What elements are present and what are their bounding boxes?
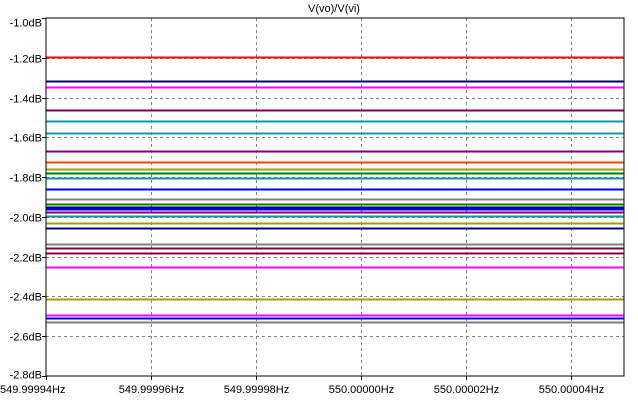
y-tick-label: -1.2dB [10, 54, 42, 66]
y-axis-labels: -1.0dB -1.2dB -1.4dB -1.6dB -1.8dB -2.0dB -2.2… [10, 18, 42, 382]
y-tick-label: -1.8dB [10, 173, 42, 185]
x-axis-labels: 549.99994Hz 549.99996Hz 549.99998Hz 550.000… [0, 384, 604, 396]
x-tick-label: 549.99996Hz [119, 384, 184, 396]
y-tick-label: -1.6dB [10, 133, 42, 145]
x-tick-label: 550.00002Hz [434, 384, 499, 396]
y-tick-label: -2.6dB [10, 332, 42, 344]
series-group [46, 56, 624, 324]
y-tick-label: -2.0dB [10, 213, 42, 225]
tick-marks [42, 18, 572, 380]
chart-title: V(vo)/V(vi) [308, 3, 360, 15]
x-tick-label: 549.99994Hz [0, 384, 65, 396]
y-tick-label: -1.4dB [10, 94, 42, 106]
y-tick-label: -1.0dB [10, 18, 42, 30]
y-tick-label: -2.4dB [10, 292, 42, 304]
x-tick-label: 550.00000Hz [329, 384, 394, 396]
plot-frame [45, 17, 625, 377]
x-tick-label: 550.00004Hz [539, 384, 604, 396]
x-tick-label: 549.99998Hz [224, 384, 289, 396]
y-tick-label: -2.2dB [10, 253, 42, 265]
y-tick-label: -2.8dB [10, 370, 42, 382]
